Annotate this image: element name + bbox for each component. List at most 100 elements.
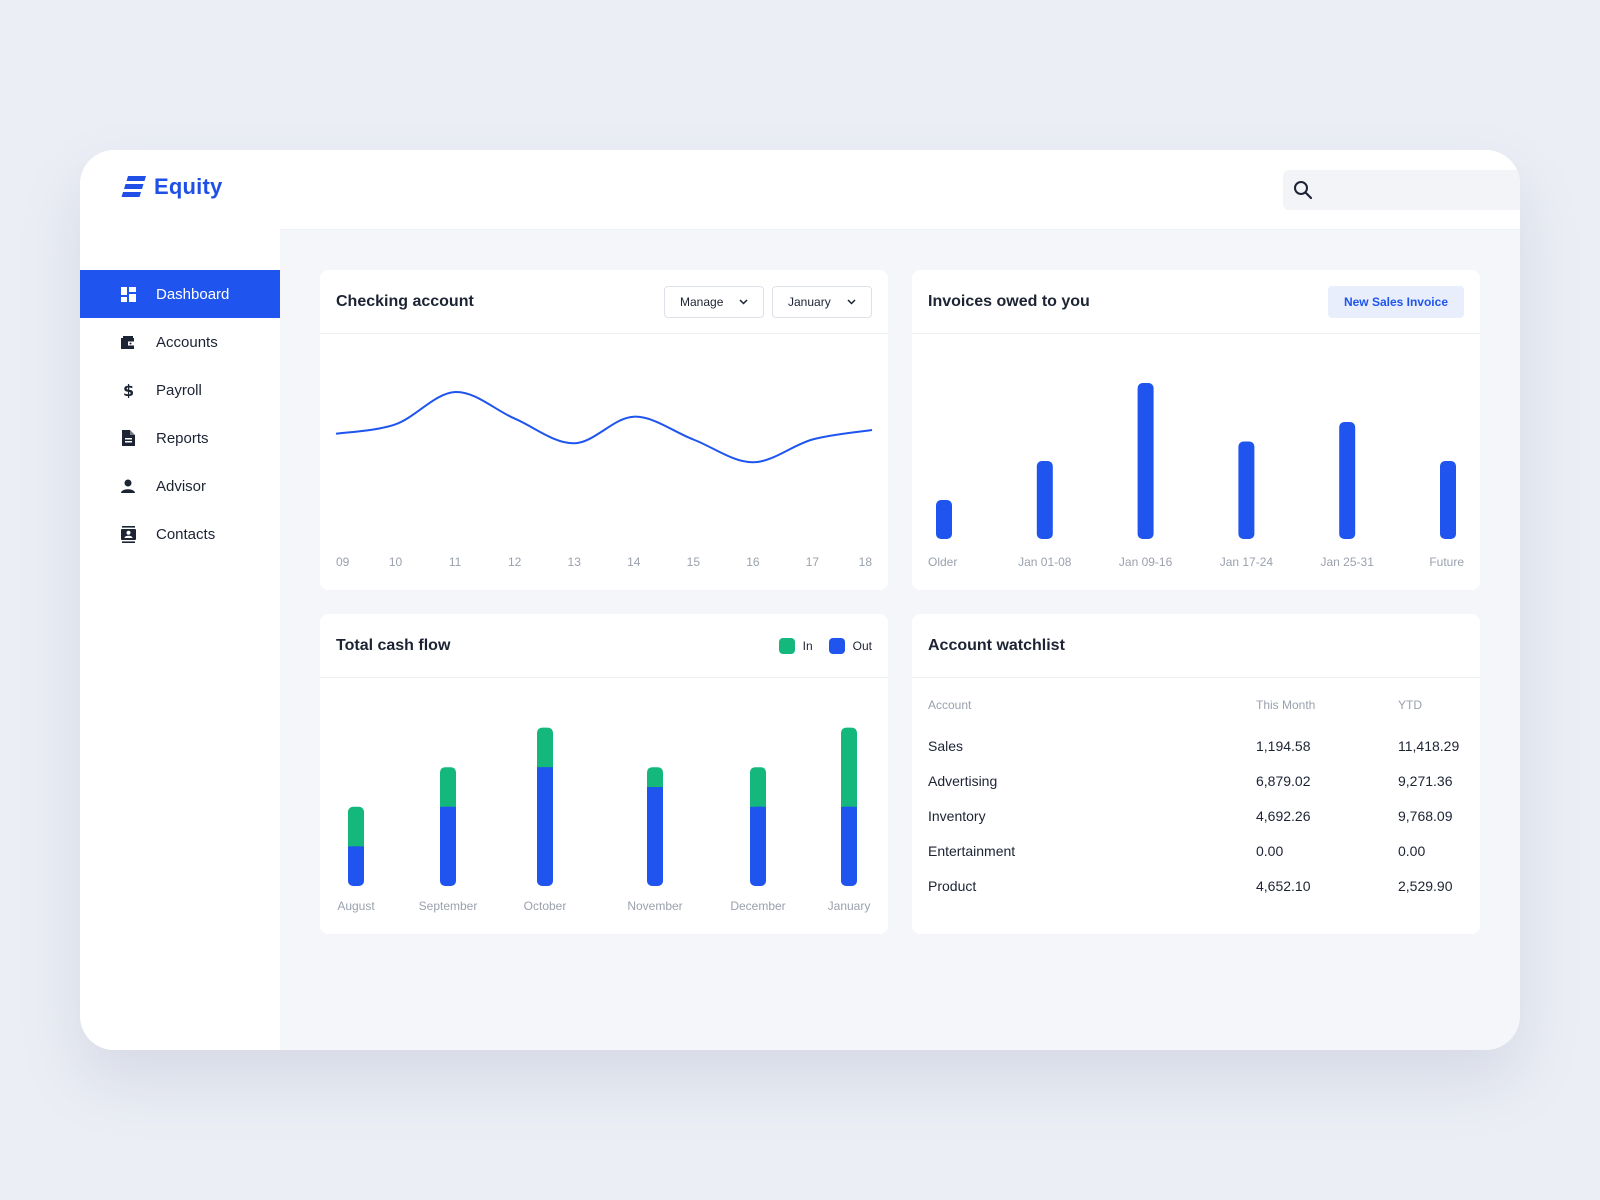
new-sales-invoice-button[interactable]: New Sales Invoice: [1327, 285, 1464, 318]
x-tick-label: 14: [627, 555, 641, 569]
contact-card-icon: [120, 525, 136, 543]
brand-name: Equity: [154, 174, 223, 199]
invoices-title: Invoices owed to you: [928, 292, 1090, 310]
legend-in-swatch: [778, 637, 795, 654]
cash-in-bar[interactable]: [841, 727, 857, 815]
sidebar-item-label: Dashboard: [156, 285, 230, 303]
dollar-icon: $: [120, 382, 136, 398]
ytd-value: 9,271.36: [1398, 772, 1453, 789]
sidebar-item-reports[interactable]: Reports: [80, 414, 280, 462]
person-icon: [120, 478, 136, 494]
table-row[interactable]: Product 4,652.10 2,529.90: [928, 868, 1464, 903]
this-month-value: 1,194.58: [1256, 737, 1311, 754]
month-label: January: [788, 294, 831, 309]
sidebar: Equity Dashboard Accounts $ Payroll: [80, 150, 280, 1050]
legend-in-label: In: [802, 638, 813, 653]
sidebar-item-contacts[interactable]: Contacts: [80, 510, 280, 558]
account-name: Product: [928, 877, 977, 894]
cash-in-bar[interactable]: [537, 727, 553, 776]
cash-out-bar-cap: [750, 806, 766, 813]
x-tick-label: August: [337, 899, 375, 913]
cash-out-bar-cap: [841, 806, 857, 813]
search-input[interactable]: [1323, 170, 1513, 210]
cash-flow-card: Total cash flow In Out August September Oc…: [320, 614, 888, 934]
sidebar-item-payroll[interactable]: $ Payroll: [80, 366, 280, 414]
sidebar-item-dashboard[interactable]: Dashboard: [80, 270, 280, 318]
invoice-bar[interactable]: [1238, 441, 1255, 540]
sidebar-item-label: Reports: [156, 429, 209, 447]
invoice-bar[interactable]: [1036, 461, 1053, 539]
x-tick-label: Jan 17-24: [1220, 555, 1274, 569]
account-name: Entertainment: [928, 842, 1016, 859]
brand-logo[interactable]: Equity: [120, 174, 222, 200]
cash-in-bar[interactable]: [348, 806, 364, 855]
sidebar-item-accounts[interactable]: Accounts: [80, 318, 280, 366]
cash-out-bar-cap: [440, 806, 456, 813]
account-name: Sales: [928, 737, 964, 754]
table-row[interactable]: Advertising 6,879.02 9,271.36: [928, 763, 1464, 798]
invoice-bar[interactable]: [1339, 422, 1356, 539]
legend-in: In: [778, 637, 813, 654]
cash-out-bar[interactable]: [348, 846, 364, 886]
svg-text:$: $: [123, 382, 134, 398]
table-row[interactable]: Entertainment 0.00 0.00: [928, 833, 1464, 868]
sidebar-item-label: Contacts: [156, 525, 216, 543]
cash-flow-title: Total cash flow: [336, 636, 451, 654]
sidebar-item-advisor[interactable]: Advisor: [80, 462, 280, 510]
this-month-value: 0.00: [1256, 842, 1284, 859]
x-tick-label: 17: [806, 555, 820, 569]
account-name: Advertising: [928, 772, 998, 789]
cash-out-bar[interactable]: [537, 767, 553, 886]
this-month-value: 4,652.10: [1256, 877, 1311, 894]
x-tick-label: 15: [687, 555, 701, 569]
top-bar: [280, 150, 1520, 230]
table-row[interactable]: Inventory 4,692.26 9,768.09: [928, 798, 1464, 833]
invoice-bar[interactable]: [1440, 461, 1456, 539]
sidebar-nav: Dashboard Accounts $ Payroll Reports: [80, 270, 280, 558]
x-tick-label: October: [524, 899, 567, 913]
sidebar-item-label: Advisor: [156, 477, 207, 495]
x-tick-label: Jan 01-08: [1018, 555, 1072, 569]
app-window: Equity Dashboard Accounts $ Payroll: [80, 150, 1520, 1050]
x-tick-label: 09: [336, 555, 350, 569]
cash-flow-legend: In Out: [778, 637, 872, 654]
ytd-value: 9,768.09: [1398, 807, 1453, 824]
x-tick-label: 10: [389, 555, 403, 569]
checking-line-chart: 09 10 11 12 13 14 15 16 17 18: [335, 390, 872, 569]
card-controls: Manage January: [664, 285, 872, 318]
column-header-ytd: YTD: [1398, 698, 1422, 712]
cash-out-bar[interactable]: [841, 806, 857, 886]
invoice-bar[interactable]: [936, 500, 952, 539]
search-box[interactable]: [1283, 170, 1520, 210]
account-watchlist-card: Account watchlist Account This Month YTD…: [912, 614, 1480, 934]
x-tick-label: Older: [928, 555, 957, 569]
chevron-down-icon: [847, 298, 856, 305]
ytd-value: 11,418.29: [1398, 737, 1460, 754]
x-tick-label: 16: [746, 555, 760, 569]
cash-in-bar[interactable]: [440, 767, 456, 815]
cash-out-bar[interactable]: [750, 806, 766, 886]
cash-out-bar[interactable]: [440, 806, 456, 886]
cash-out-bar[interactable]: [647, 787, 663, 886]
ytd-value: 0.00: [1398, 842, 1426, 859]
card-header: Checking account Manage January: [320, 270, 888, 334]
cash-flow-bar-chart: August September October November December Ja…: [337, 727, 870, 913]
x-tick-label: Future: [1429, 555, 1464, 569]
search-icon: [1294, 181, 1313, 200]
equity-logo-icon: [121, 176, 146, 197]
x-tick-label: September: [419, 899, 478, 913]
watchlist-title: Account watchlist: [928, 636, 1065, 654]
cash-out-bar-cap: [537, 767, 553, 774]
cash-out-bar-cap: [348, 846, 364, 853]
manage-dropdown[interactable]: Manage: [664, 285, 764, 318]
ytd-value: 2,529.90: [1398, 877, 1453, 894]
wallet-icon: [120, 334, 136, 350]
table-header-row: Account This Month YTD: [928, 678, 1464, 728]
cash-in-bar[interactable]: [750, 767, 766, 815]
invoice-bar[interactable]: [1137, 383, 1154, 539]
x-tick-label: Jan 09-16: [1119, 555, 1173, 569]
x-tick-label: Jan 25-31: [1321, 555, 1375, 569]
table-row[interactable]: Sales 1,194.58 11,418.29: [928, 728, 1464, 763]
this-month-value: 6,879.02: [1256, 772, 1311, 789]
month-dropdown[interactable]: January: [772, 285, 872, 318]
